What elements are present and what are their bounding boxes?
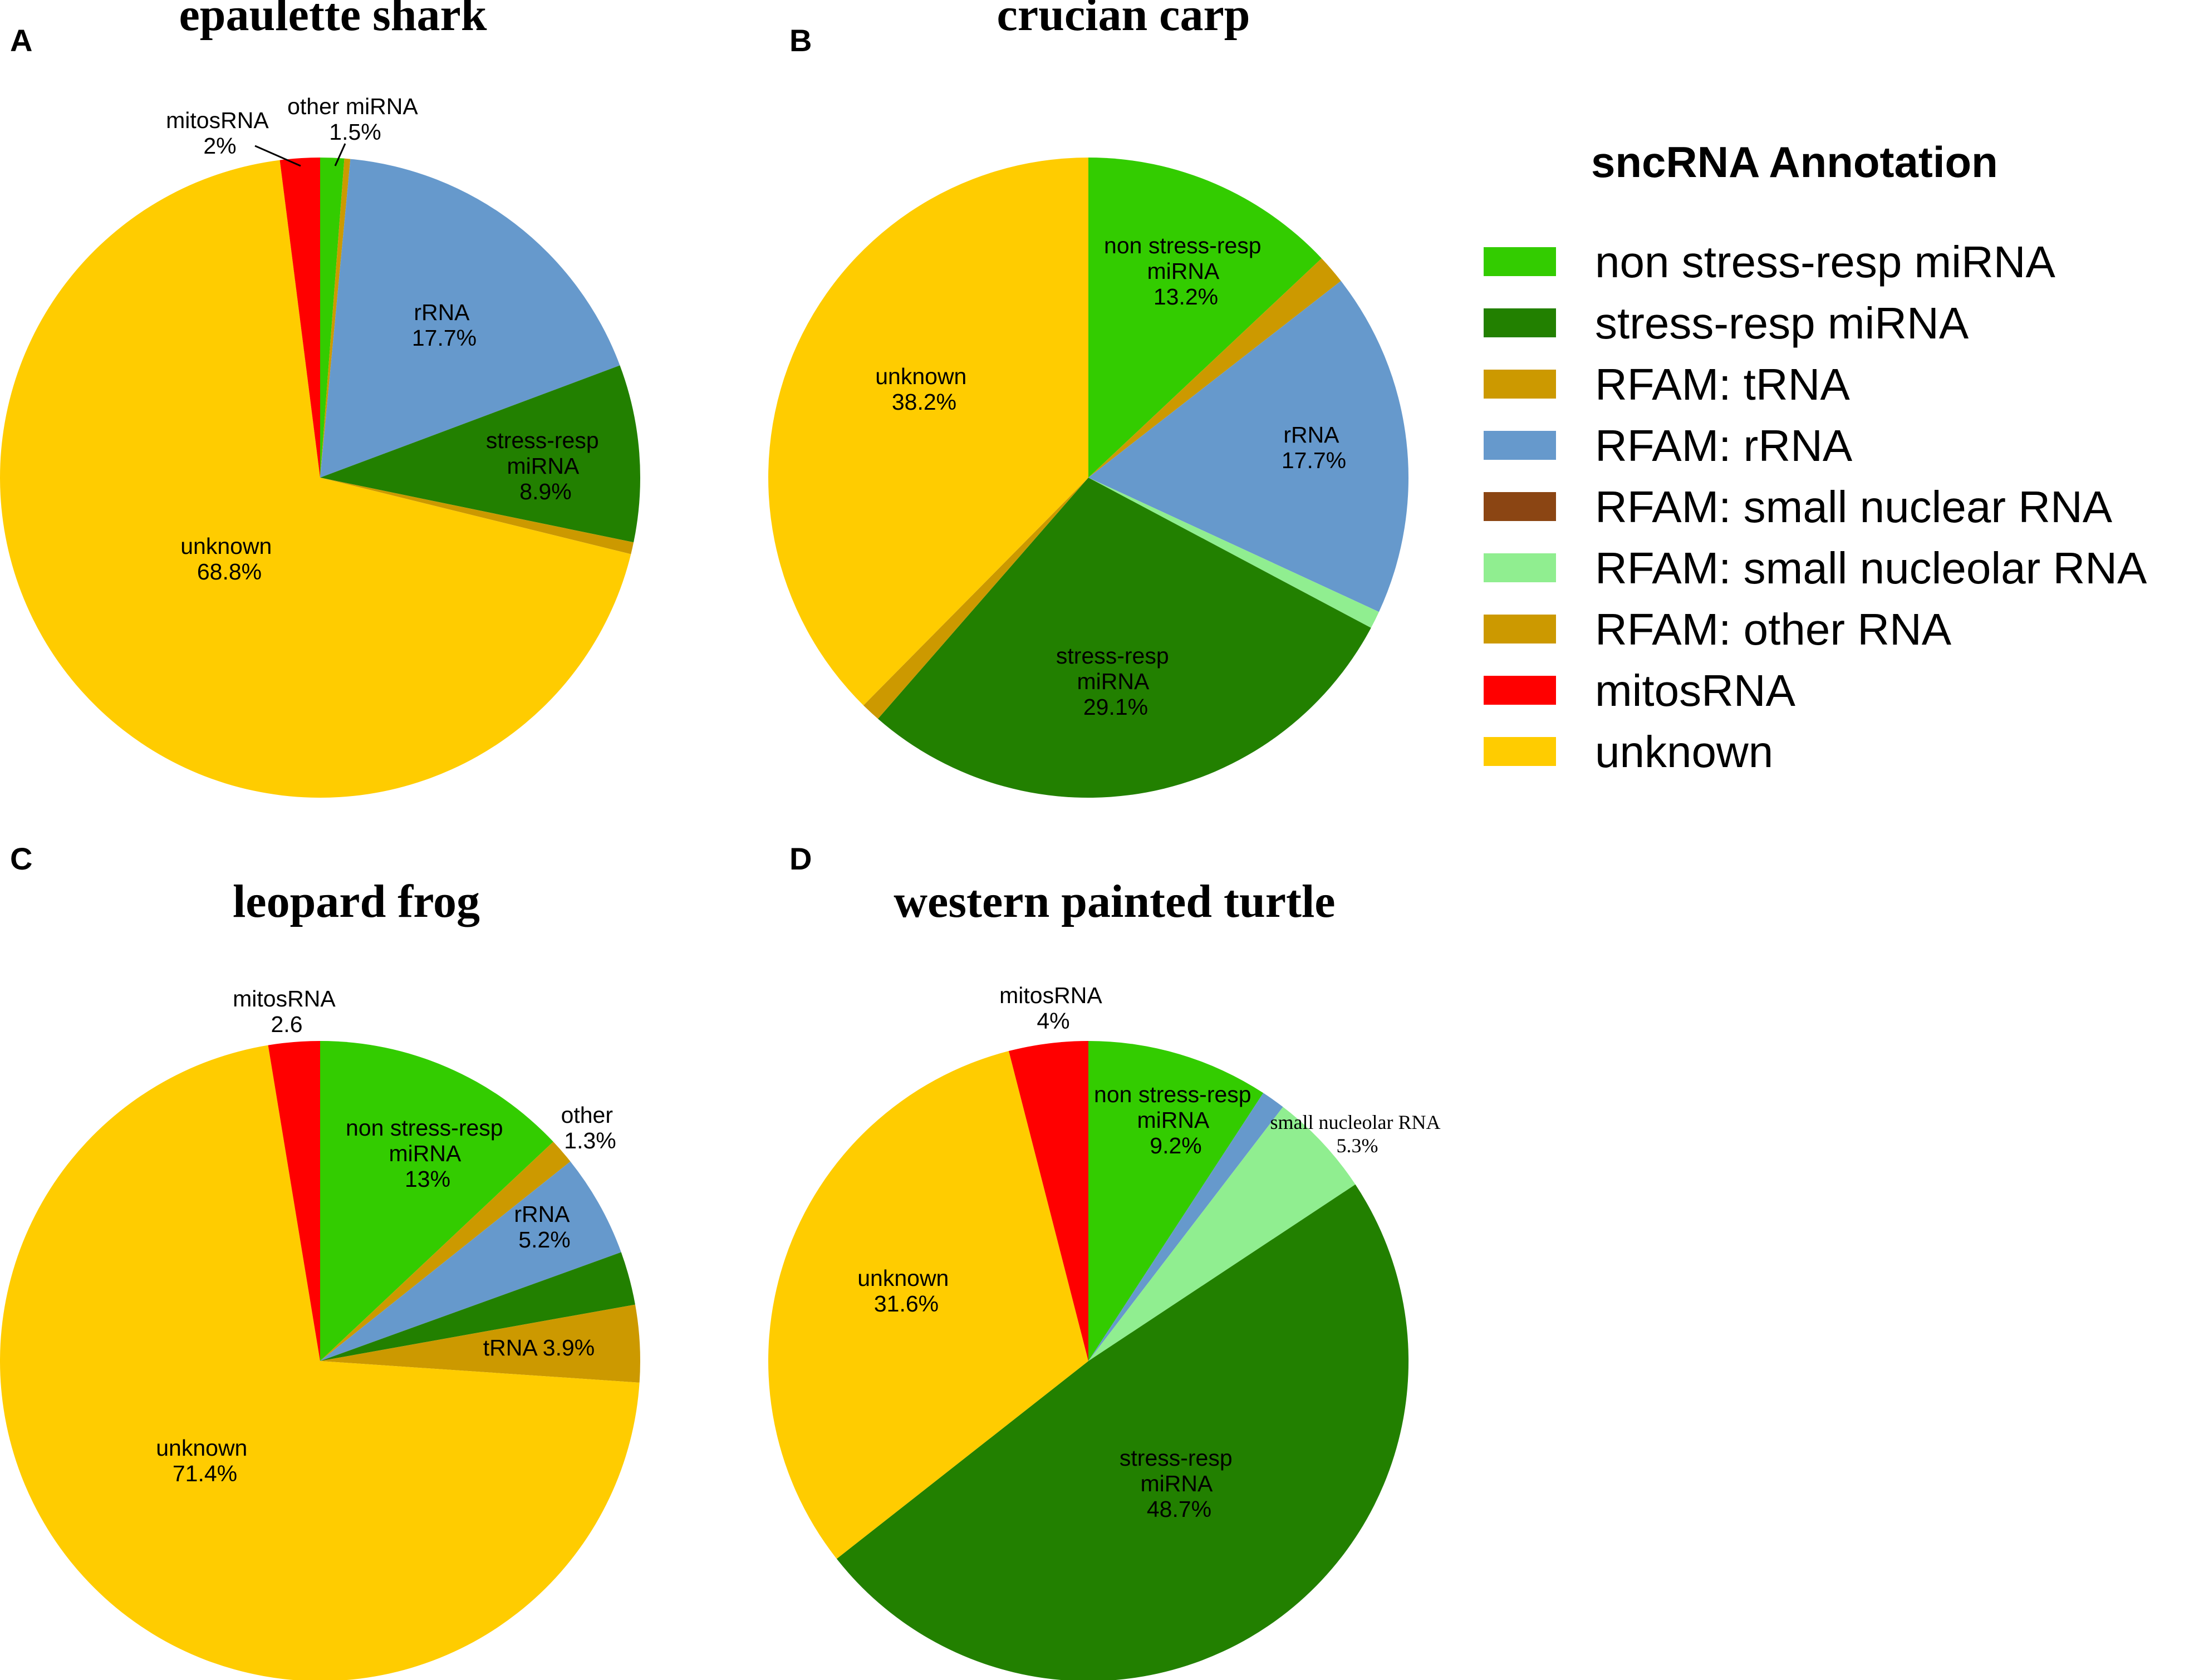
pie-slice-stress <box>836 1184 1409 1680</box>
leader-line <box>254 145 301 167</box>
slice-label-snorna: small nucleolar RNA 5.3% <box>1270 1111 1445 1157</box>
pie-slice-mito <box>1009 1041 1088 1361</box>
panel-letter: A <box>10 23 32 58</box>
legend-label: RFAM: small nuclear RNA <box>1595 482 2113 532</box>
slice-label-nonstress: non stress-resp miRNA 9.2% <box>1094 1082 1258 1158</box>
slice-label-rrna: rRNA 5.2% <box>514 1201 575 1252</box>
legend-swatch <box>1484 553 1556 582</box>
chart-title: western painted turtle <box>894 876 1335 927</box>
pie-slice-unknown <box>768 1051 1088 1559</box>
legend-title: sncRNA Annotation <box>1591 137 1998 186</box>
slice-label-nonstress: non stress-resp miRNA 13.2% <box>1104 233 1268 310</box>
pie-slice-nonstress <box>320 158 345 478</box>
pie-slice-unknown <box>0 1045 640 1680</box>
legend-label: stress-resp miRNA <box>1595 298 1969 348</box>
pie-slices <box>768 158 1408 798</box>
pie-slice-stress <box>320 365 641 543</box>
pie-slice-snorna <box>1088 1107 1356 1361</box>
slice-label-mito: mitosRNA 2% <box>166 107 274 159</box>
chart-title: leopard frog <box>233 876 480 927</box>
slice-label-trna: tRNA 3.9% <box>483 1335 595 1360</box>
slice-label-stress: stress-resp miRNA 48.7% <box>1120 1445 1239 1522</box>
pie-slice-other <box>320 1142 571 1361</box>
pie-slice-mito <box>268 1041 320 1361</box>
panel-d: D western painted turtle non stress-resp… <box>768 841 1445 1680</box>
pie-slice-trna <box>1088 258 1341 478</box>
pie-slice-rrna <box>320 159 620 478</box>
legend-label: non stress-resp miRNA <box>1595 237 2056 287</box>
slice-label-mito: mitosRNA 4% <box>999 983 1107 1034</box>
legend-swatch <box>1484 247 1556 276</box>
leader-line <box>334 143 346 166</box>
slice-label-unknown: unknown 68.8% <box>180 533 278 584</box>
pie-slice-snorna <box>1088 478 1379 628</box>
chart-title: epaulette shark <box>179 0 487 41</box>
slice-label-other-mirna: other miRNA 1.5% <box>287 94 423 145</box>
legend-label: RFAM: tRNA <box>1595 360 1850 409</box>
pie-slice-nonstress <box>1088 158 1322 478</box>
slice-label-unknown: unknown 31.6% <box>857 1265 955 1317</box>
slice-label-other: other 1.3% <box>561 1102 620 1153</box>
panel-letter: D <box>789 841 812 876</box>
slice-label-rrna: rRNA 17.7% <box>1282 422 1346 473</box>
pie-slice-nonstress <box>320 1041 553 1361</box>
pie-slice-trna <box>320 1304 640 1383</box>
legend-swatch <box>1484 676 1556 705</box>
legend-label: RFAM: other RNA <box>1595 605 1952 654</box>
legend-label: mitosRNA <box>1595 666 1796 715</box>
pie-slice-stress <box>877 478 1371 798</box>
pie-slice-rrna <box>1088 1093 1283 1361</box>
pie-slice-other <box>320 478 634 554</box>
panel-letter: B <box>789 23 812 58</box>
legend-swatch <box>1484 431 1556 460</box>
pie-slice-unknown <box>768 158 1088 706</box>
slice-label-unknown: unknown 71.4% <box>156 1435 254 1486</box>
legend: sncRNA Annotation non stress-resp miRNA s… <box>1484 137 2147 777</box>
panel-letter: C <box>10 841 32 876</box>
pie-slices <box>0 1041 640 1680</box>
pie-slice-nonstress <box>1088 1041 1264 1361</box>
panel-a: A epaulette shark rRNA 17.7% stress-resp… <box>0 0 641 798</box>
legend-swatch <box>1484 737 1556 766</box>
pie-slices <box>0 158 641 798</box>
pie-slice-rrna <box>1088 281 1408 612</box>
pie-slice-stress <box>320 1252 635 1361</box>
legend-label: RFAM: small nucleolar RNA <box>1595 543 2147 593</box>
legend-swatch <box>1484 492 1556 521</box>
legend-label: unknown <box>1595 727 1773 777</box>
pie-slice-rrna <box>320 1161 621 1361</box>
legend-swatch <box>1484 308 1556 337</box>
panel-c: C leopard frog non stress-resp miRNA 13%… <box>0 841 640 1680</box>
chart-title: crucian carp <box>997 0 1250 41</box>
legend-label: RFAM: rRNA <box>1595 421 1853 470</box>
pie-slice-trna <box>320 158 351 478</box>
slice-label-unknown: unknown 38.2% <box>875 363 973 415</box>
legend-swatch <box>1484 370 1556 399</box>
slice-label-mito: mitosRNA 2.6 <box>233 986 341 1037</box>
pie-slice-mito <box>279 158 320 478</box>
slice-label-stress: stress-resp miRNA 8.9% <box>486 428 605 504</box>
slice-label-rrna: rRNA 17.7% <box>412 299 477 351</box>
legend-items: non stress-resp miRNA stress-resp miRNA RF… <box>1484 237 2147 777</box>
pie-slices <box>768 1041 1409 1680</box>
pie-slice-other <box>863 478 1088 719</box>
panel-b: B crucian carp non stress-resp miRNA 13.… <box>768 0 1408 798</box>
pie-slice-unknown <box>0 160 631 798</box>
slice-label-nonstress: non stress-resp miRNA 13% <box>346 1115 509 1192</box>
slice-label-stress: stress-resp miRNA 29.1% <box>1056 643 1175 720</box>
legend-swatch <box>1484 615 1556 643</box>
